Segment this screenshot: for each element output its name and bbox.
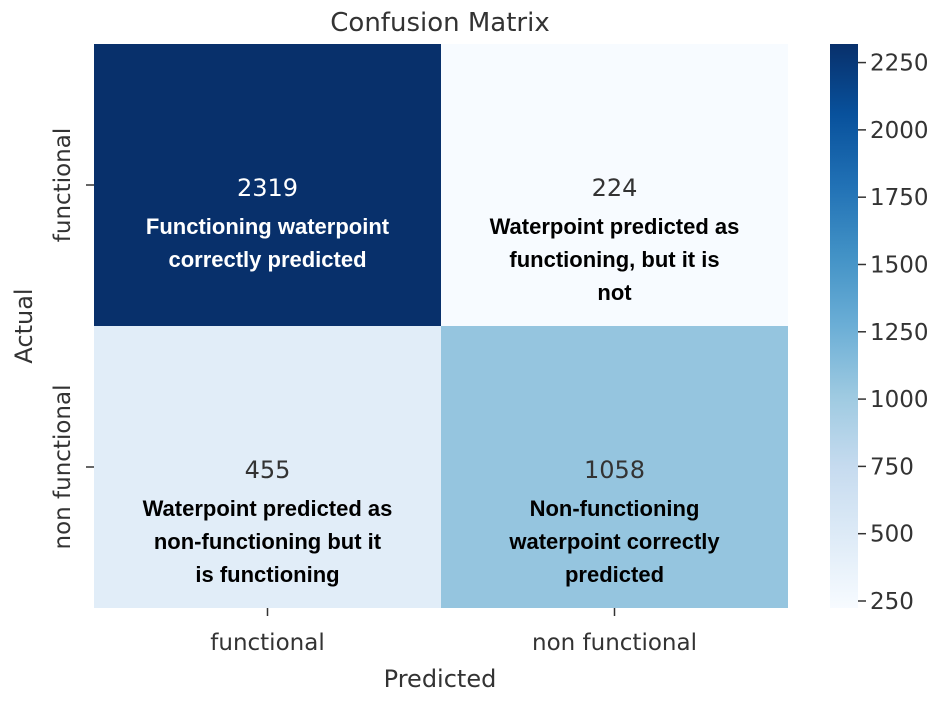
- colorbar: [830, 44, 858, 608]
- colorbar-tick-label: 250: [870, 589, 914, 615]
- colorbar-tick-label: 1000: [870, 387, 929, 413]
- colorbar-tick-label: 750: [870, 454, 914, 480]
- y-axis-title: Actual: [10, 288, 38, 363]
- cell-annotation: Functioning waterpoint correctly predicte…: [146, 214, 390, 272]
- x-axis-ticks: functional non functional: [210, 608, 697, 656]
- cell-annotation: Waterpoint predicted as functioning, but …: [490, 214, 740, 305]
- cell-value-label: 455: [245, 456, 291, 484]
- x-axis-title: Predicted: [384, 665, 497, 693]
- cell-value-label: 224: [592, 174, 638, 202]
- colorbar-tick-label: 500: [870, 522, 914, 548]
- cell-annotation: Waterpoint predicted as non-functioning b…: [143, 496, 393, 587]
- y-tick-label: non functional: [50, 385, 76, 550]
- heatmap-cells: 2319 Functioning waterpoint correctly pred…: [94, 44, 788, 608]
- heatmap-cell: [441, 44, 788, 326]
- x-tick-label: functional: [210, 630, 324, 656]
- cell-value-label: 2319: [237, 174, 298, 202]
- cell-annotation: Non-functioning waterpoint correctly predi…: [508, 496, 720, 587]
- chart-title: Confusion Matrix: [330, 8, 549, 38]
- x-tick-label: non functional: [532, 630, 697, 656]
- heatmap-cell: [94, 326, 441, 608]
- colorbar-tick-label: 1500: [870, 252, 929, 278]
- heatmap-cell: [94, 44, 441, 326]
- colorbar-tick-label: 1750: [870, 185, 929, 211]
- cell-value-label: 1058: [584, 456, 645, 484]
- y-tick-label: functional: [50, 128, 76, 242]
- colorbar-tick-label: 2250: [870, 51, 929, 77]
- colorbar-tick-label: 2000: [870, 118, 929, 144]
- heatmap-cell: [441, 326, 788, 608]
- colorbar-ticks: 250 500 750 1000 1250 1500 1750 2000 2250: [858, 51, 929, 615]
- y-axis-ticks: functional non functional: [50, 128, 94, 550]
- colorbar-tick-label: 1250: [870, 320, 929, 346]
